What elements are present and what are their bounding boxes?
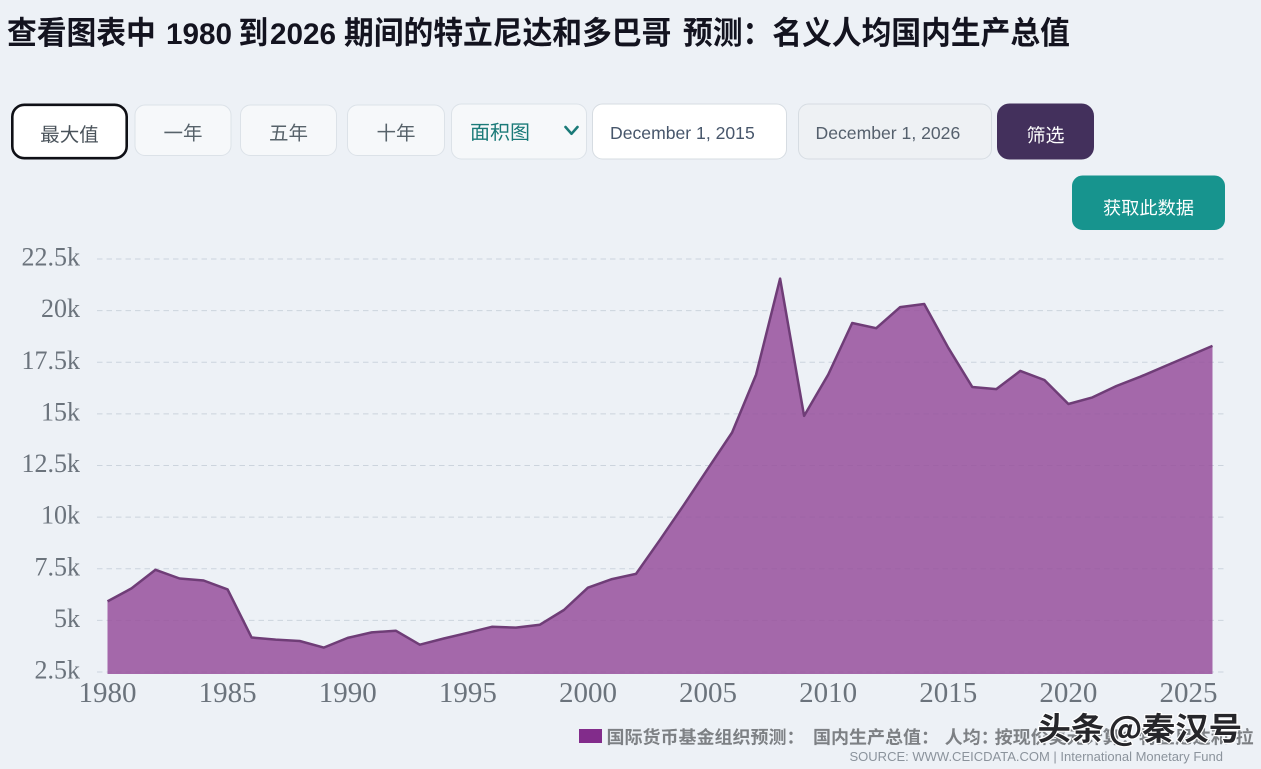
svg-text:1995: 1995	[439, 677, 497, 709]
svg-text:2026: 2026	[270, 18, 336, 51]
svg-text:2.5k: 2.5k	[35, 656, 81, 685]
svg-text:SOURCE: WWW.CEICDATA.COM | Int: SOURCE: WWW.CEICDATA.COM | International…	[850, 749, 1223, 764]
svg-text:2010: 2010	[799, 677, 857, 709]
svg-text:10k: 10k	[41, 501, 80, 530]
svg-text:15k: 15k	[41, 397, 80, 426]
svg-text:1990: 1990	[319, 677, 377, 709]
svg-text:2025: 2025	[1159, 677, 1217, 709]
svg-text:December 1, 2015: December 1, 2015	[610, 123, 755, 143]
svg-text:17.5k: 17.5k	[22, 346, 81, 375]
svg-text:20k: 20k	[41, 294, 80, 323]
svg-text:1980: 1980	[166, 18, 232, 51]
svg-text:2005: 2005	[679, 677, 737, 709]
svg-text:2015: 2015	[919, 677, 977, 709]
svg-text:12.5k: 12.5k	[22, 449, 81, 478]
svg-text:December 1, 2026: December 1, 2026	[816, 123, 961, 143]
svg-text:2000: 2000	[559, 677, 617, 709]
svg-text:1980: 1980	[79, 677, 137, 709]
svg-text:1985: 1985	[199, 677, 257, 709]
svg-text:5k: 5k	[54, 604, 80, 633]
svg-text:2020: 2020	[1039, 677, 1097, 709]
svg-text:7.5k: 7.5k	[35, 552, 81, 581]
svg-text:22.5k: 22.5k	[22, 243, 81, 272]
